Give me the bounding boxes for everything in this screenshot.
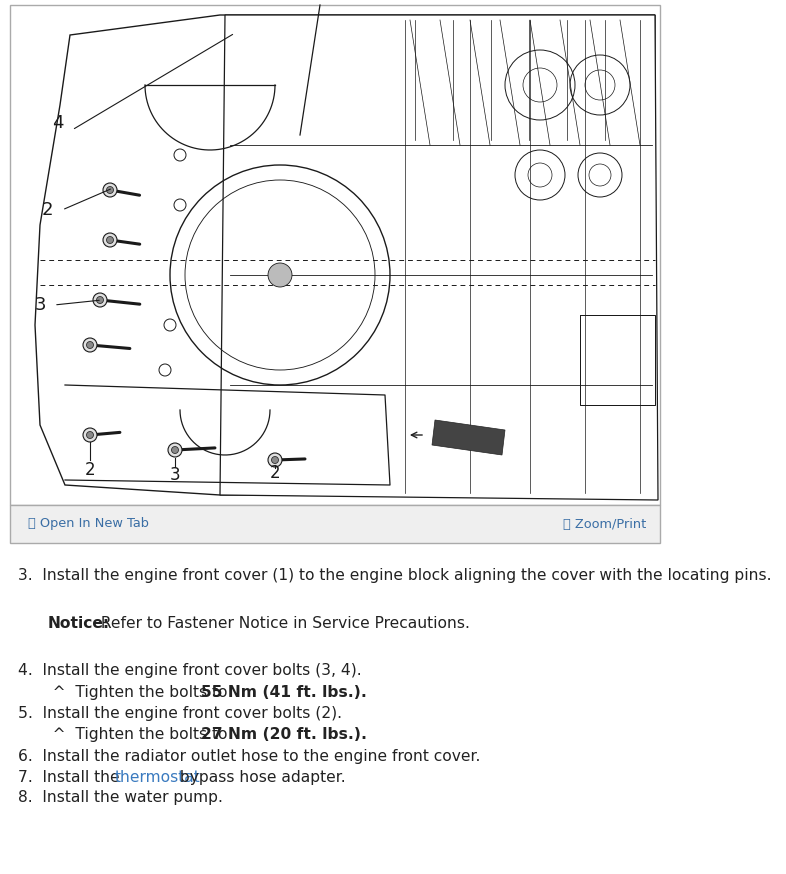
Polygon shape [220, 15, 658, 500]
Text: 2: 2 [41, 201, 53, 219]
Text: 3.  Install the engine front cover (1) to the engine block aligning the cover wi: 3. Install the engine front cover (1) to… [18, 568, 772, 583]
Text: Refer to Fastener Notice in Service Precautions.: Refer to Fastener Notice in Service Prec… [96, 616, 469, 631]
Circle shape [103, 233, 117, 247]
Circle shape [93, 293, 107, 307]
Circle shape [171, 447, 178, 454]
Circle shape [83, 338, 97, 352]
Circle shape [83, 428, 97, 442]
Text: ⧗ Open In New Tab: ⧗ Open In New Tab [28, 517, 149, 531]
Text: 5.  Install the engine front cover bolts (2).: 5. Install the engine front cover bolts … [18, 706, 342, 721]
Circle shape [106, 186, 113, 193]
Text: 55 Nm (41 ft. lbs.).: 55 Nm (41 ft. lbs.). [201, 685, 367, 700]
Circle shape [271, 456, 278, 463]
Circle shape [86, 342, 94, 349]
Polygon shape [432, 420, 505, 455]
Circle shape [86, 432, 94, 439]
Text: ^  Tighten the bolts to: ^ Tighten the bolts to [38, 685, 233, 700]
Text: 3: 3 [35, 296, 46, 314]
Text: 2: 2 [270, 464, 281, 482]
Text: 6.  Install the radiator outlet hose to the engine front cover.: 6. Install the radiator outlet hose to t… [18, 749, 480, 764]
Text: Notice:: Notice: [48, 616, 110, 631]
Bar [10, 505, 660, 543]
Text: 2: 2 [85, 461, 95, 479]
Text: 7.  Install the: 7. Install the [18, 770, 124, 785]
Bar [10, 5, 660, 505]
Circle shape [97, 296, 104, 303]
Text: bypass hose adapter.: bypass hose adapter. [175, 770, 346, 785]
Text: ⌕ Zoom/Print: ⌕ Zoom/Print [563, 517, 646, 531]
Text: 4: 4 [52, 114, 64, 132]
Circle shape [103, 183, 117, 197]
Circle shape [106, 237, 113, 244]
Circle shape [168, 443, 182, 457]
Text: 27 Nm (20 ft. lbs.).: 27 Nm (20 ft. lbs.). [201, 727, 367, 742]
Polygon shape [35, 15, 655, 495]
Text: thermostat: thermostat [115, 770, 200, 785]
Text: 3: 3 [170, 466, 180, 484]
Text: 8.  Install the water pump.: 8. Install the water pump. [18, 790, 223, 805]
Circle shape [268, 453, 282, 467]
Circle shape [268, 263, 292, 287]
Text: 4.  Install the engine front cover bolts (3, 4).: 4. Install the engine front cover bolts … [18, 663, 362, 678]
Text: ^  Tighten the bolts to: ^ Tighten the bolts to [38, 727, 233, 742]
